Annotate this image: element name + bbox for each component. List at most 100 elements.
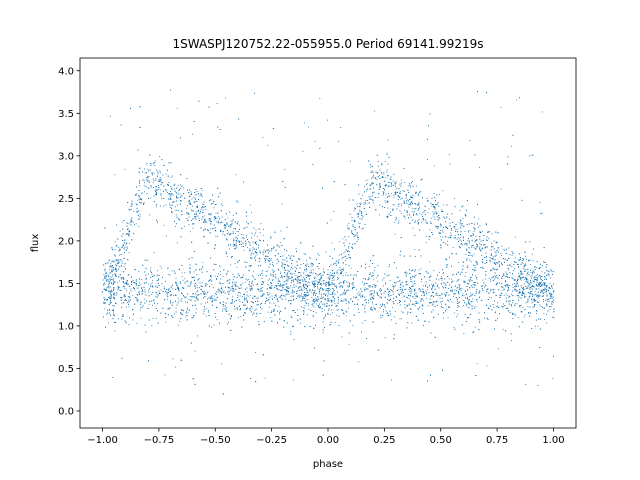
scatter-point (288, 287, 289, 289)
scatter-point (527, 271, 529, 273)
scatter-point (356, 293, 358, 295)
scatter-point (233, 239, 235, 241)
scatter-point (462, 218, 464, 220)
scatter-point (324, 305, 326, 307)
scatter-point (190, 283, 192, 285)
scatter-point (514, 257, 516, 259)
scatter-point (450, 229, 452, 231)
scatter-point (435, 210, 437, 212)
scatter-point (537, 274, 538, 276)
scatter-point (348, 307, 349, 309)
scatter-point (327, 269, 329, 271)
scatter-point (395, 191, 397, 193)
scatter-point (472, 332, 474, 334)
scatter-point (254, 278, 256, 280)
scatter-point (242, 234, 244, 236)
scatter-point (456, 316, 458, 318)
scatter-point (288, 255, 290, 256)
scatter-point (514, 278, 516, 280)
scatter-point (418, 309, 419, 310)
scatter-point (287, 265, 288, 266)
scatter-point (270, 258, 272, 259)
scatter-point (544, 283, 546, 285)
scatter-point (344, 280, 346, 281)
scatter-point (540, 285, 542, 287)
scatter-point (470, 261, 472, 263)
scatter-point (223, 225, 225, 227)
scatter-point (500, 188, 502, 190)
scatter-point (128, 252, 130, 254)
scatter-point (312, 305, 314, 307)
scatter-point (319, 98, 321, 100)
scatter-point (527, 285, 529, 287)
scatter-point (456, 280, 458, 282)
scatter-point (543, 292, 545, 294)
scatter-point (114, 330, 116, 332)
scatter-point (317, 286, 318, 288)
scatter-point (256, 254, 258, 256)
scatter-point (358, 226, 360, 228)
scatter-point (410, 281, 412, 282)
scatter-point (522, 307, 524, 308)
scatter-point (551, 304, 553, 305)
scatter-point (280, 284, 282, 286)
scatter-point (385, 177, 387, 179)
scatter-point (289, 270, 291, 272)
scatter-point (398, 277, 399, 279)
scatter-point (192, 205, 194, 207)
scatter-point (229, 281, 231, 283)
scatter-point (271, 287, 273, 289)
scatter-point (170, 186, 172, 187)
scatter-point (248, 279, 250, 280)
scatter-point (331, 280, 333, 281)
scatter-point (358, 237, 360, 239)
scatter-point (472, 284, 474, 286)
scatter-point (293, 279, 295, 281)
scatter-point (372, 202, 374, 204)
scatter-point (135, 223, 137, 225)
scatter-point (116, 269, 118, 271)
scatter-point (201, 211, 203, 213)
scatter-point (519, 306, 521, 308)
scatter-point (348, 282, 350, 284)
scatter-point (164, 164, 165, 166)
scatter-point (237, 286, 239, 287)
scatter-point (333, 272, 335, 273)
scatter-point (152, 318, 154, 319)
scatter-point (383, 173, 385, 175)
scatter-point (517, 316, 519, 318)
scatter-point (362, 294, 364, 296)
scatter-point (245, 236, 247, 238)
scatter-point (546, 322, 547, 324)
scatter-point (401, 182, 402, 184)
scatter-point (463, 305, 464, 307)
scatter-point (144, 282, 145, 284)
scatter-point (143, 298, 145, 300)
scatter-point (175, 226, 176, 227)
scatter-point (171, 175, 173, 177)
scatter-point (132, 319, 134, 321)
scatter-point (220, 302, 221, 304)
scatter-point (303, 288, 305, 290)
scatter-point (151, 173, 153, 175)
scatter-point (166, 294, 168, 296)
scatter-point (442, 286, 443, 288)
scatter-point (139, 201, 140, 203)
scatter-point (433, 270, 435, 271)
scatter-point (524, 296, 525, 298)
scatter-point (141, 192, 143, 194)
scatter-point (232, 274, 234, 275)
scatter-point (405, 288, 407, 290)
scatter-point (110, 291, 112, 292)
scatter-point (213, 287, 214, 289)
scatter-point (414, 298, 416, 299)
scatter-point (332, 275, 334, 277)
scatter-point (491, 245, 493, 247)
scatter-point (275, 296, 277, 298)
scatter-point (461, 240, 462, 242)
scatter-point (190, 203, 191, 204)
scatter-point (518, 296, 520, 298)
scatter-point (541, 290, 543, 291)
scatter-point (414, 288, 416, 290)
scatter-point (156, 193, 158, 195)
